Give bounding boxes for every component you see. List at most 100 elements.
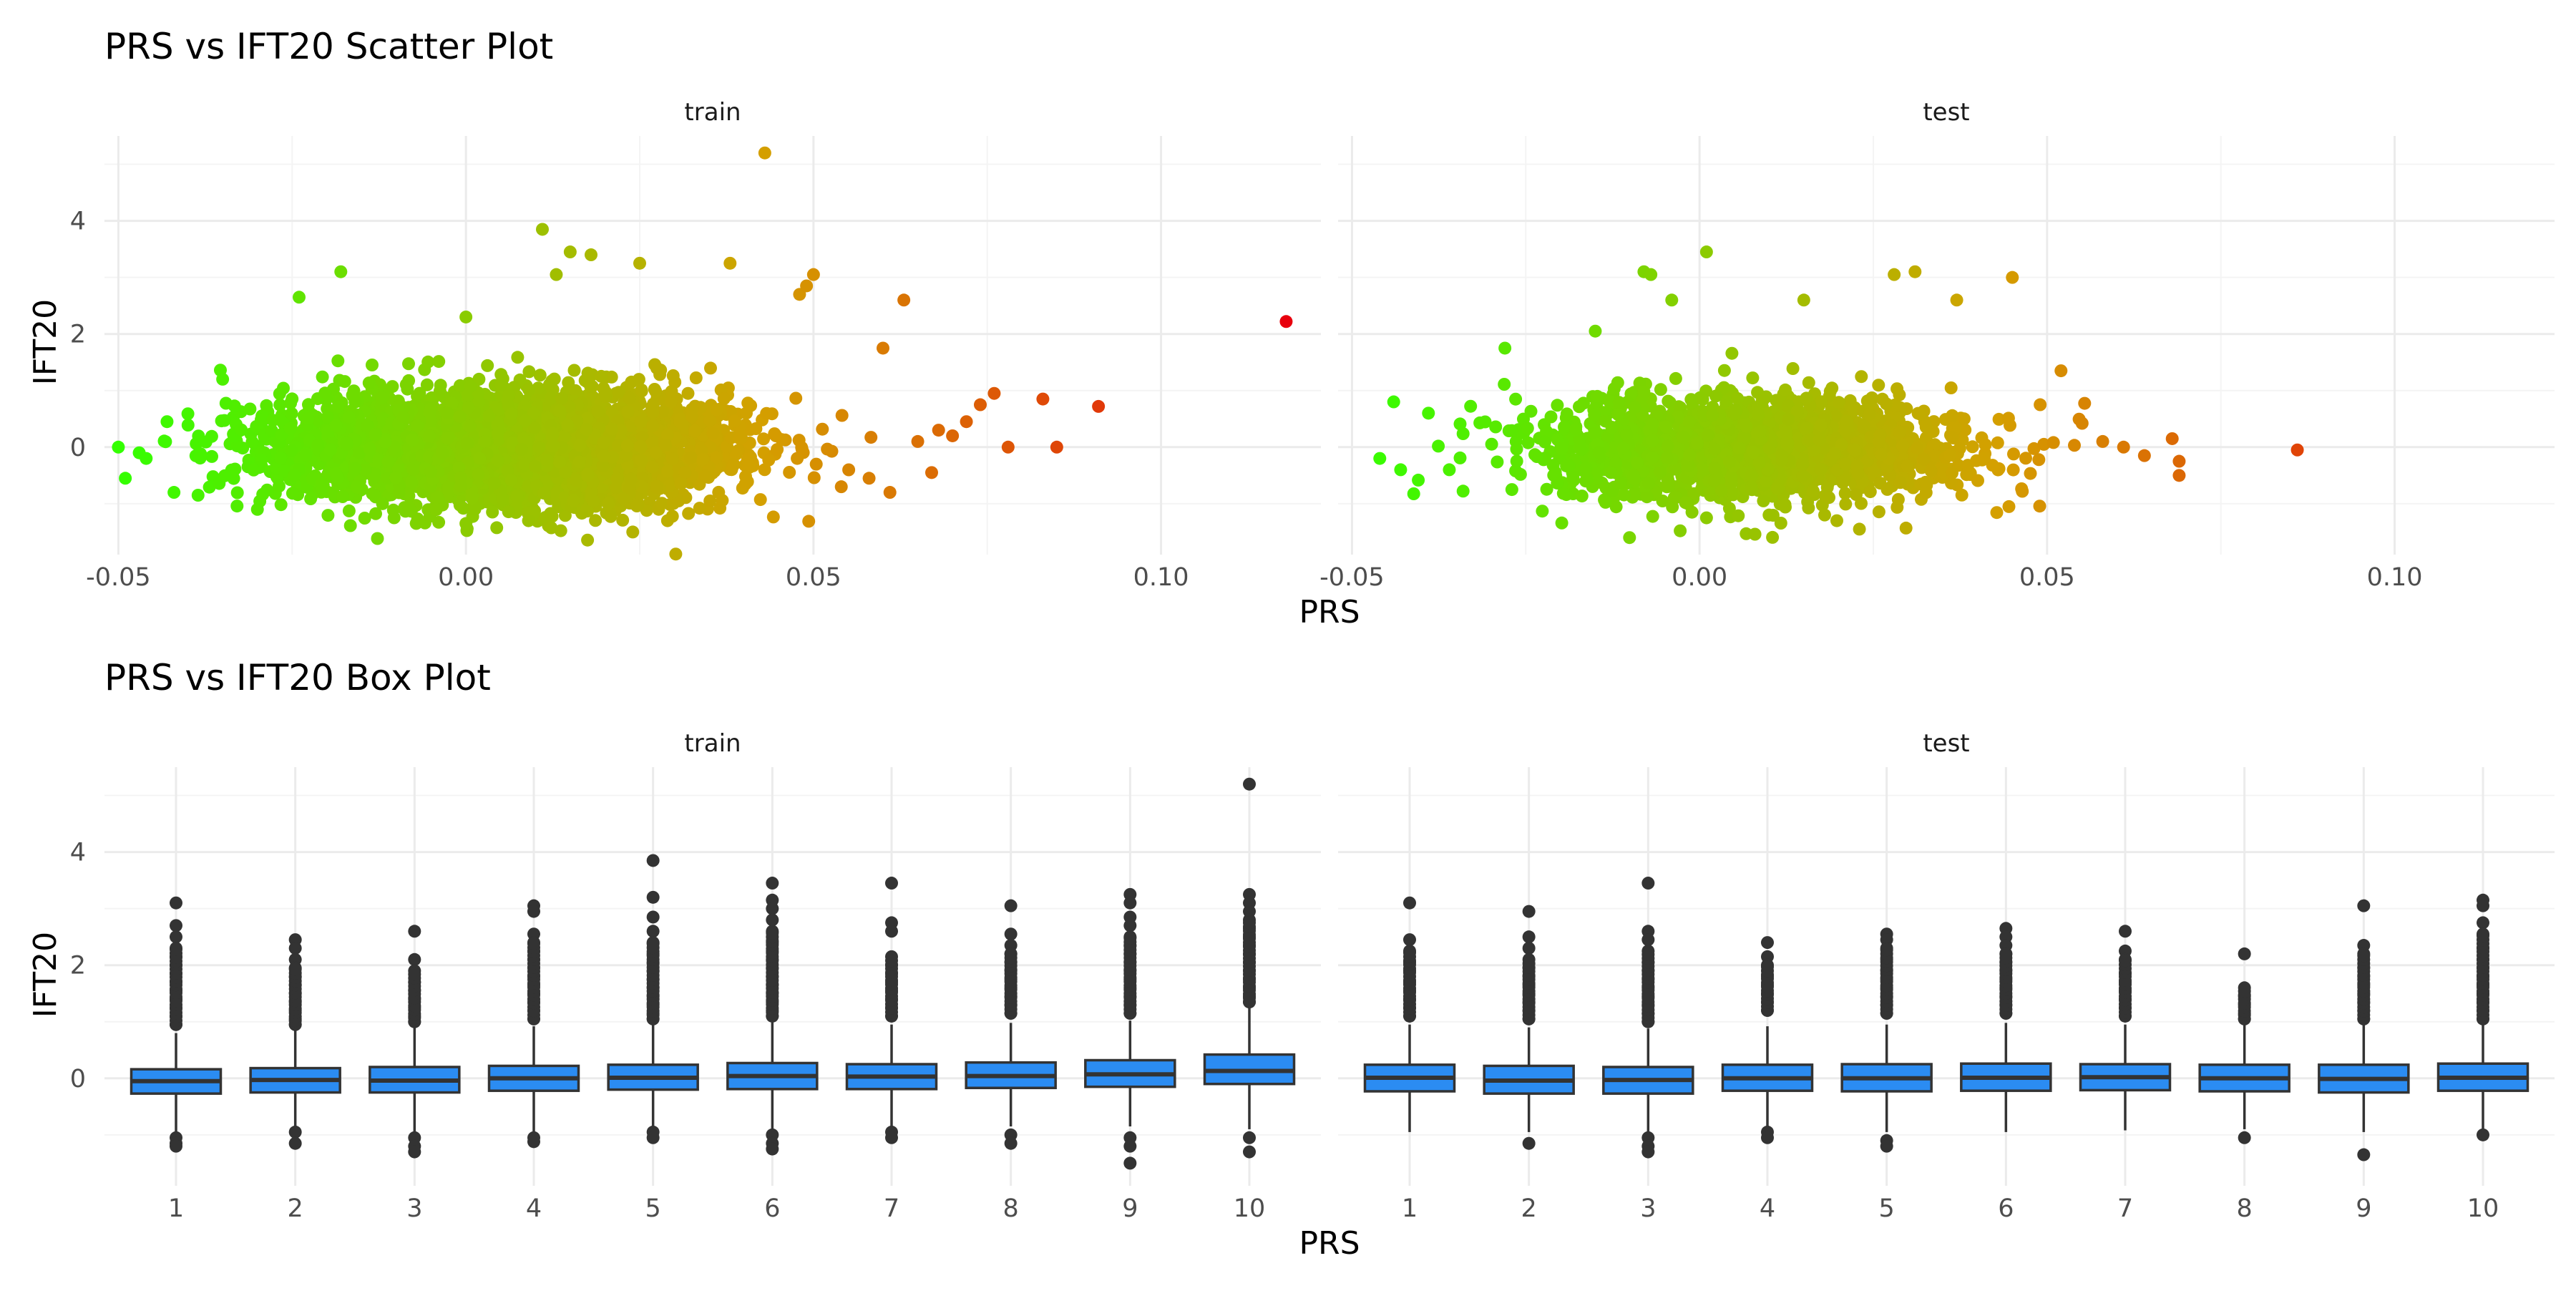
data-point — [454, 410, 467, 423]
scatter-y-axis-title: IFT20 — [27, 299, 64, 385]
data-point — [522, 383, 535, 396]
data-point — [1279, 315, 1292, 328]
data-point — [666, 452, 679, 465]
data-point — [716, 494, 728, 507]
data-point — [591, 405, 604, 418]
data-point — [218, 414, 231, 427]
data-point — [543, 379, 556, 391]
data-point — [946, 429, 959, 442]
data-point — [555, 392, 568, 405]
data-point — [587, 495, 600, 508]
data-point — [275, 498, 288, 511]
data-point — [343, 505, 356, 517]
scatter-strip-train: train — [684, 98, 741, 127]
data-point — [502, 389, 515, 401]
data-point — [464, 380, 477, 393]
data-point — [284, 422, 297, 435]
data-point — [1855, 370, 1868, 383]
data-point — [336, 490, 349, 503]
data-point — [194, 452, 207, 464]
data-point — [547, 427, 560, 440]
data-point — [532, 441, 545, 454]
data-point — [496, 492, 509, 505]
data-point — [699, 469, 712, 482]
data-point — [256, 488, 269, 501]
data-point — [182, 419, 195, 432]
data-point — [728, 414, 741, 427]
data-point — [330, 419, 343, 432]
data-point — [897, 293, 910, 306]
data-point — [667, 369, 680, 382]
data-point — [350, 480, 363, 493]
data-point — [783, 466, 796, 479]
data-point — [502, 505, 515, 518]
data-point — [669, 547, 682, 560]
data-point — [318, 386, 331, 399]
data-point — [376, 497, 389, 510]
data-point — [231, 487, 244, 500]
data-point — [436, 447, 449, 459]
data-point — [321, 509, 334, 522]
data-point — [1464, 400, 1477, 413]
data-point — [682, 387, 695, 400]
data-point — [375, 391, 388, 404]
data-point — [396, 411, 409, 424]
data-point — [316, 371, 329, 384]
box-strip-test: test — [1923, 729, 1969, 758]
data-point — [821, 443, 834, 456]
data-point — [703, 414, 716, 427]
data-point — [1454, 452, 1467, 464]
data-point — [767, 510, 780, 523]
data-point — [431, 491, 444, 504]
data-point — [597, 436, 610, 449]
data-point — [580, 423, 593, 436]
data-point — [286, 487, 299, 500]
data-point — [696, 453, 709, 466]
box-y-axis-title: IFT20 — [27, 932, 64, 1018]
data-point — [690, 371, 703, 384]
data-point — [216, 373, 229, 386]
y-tick-label: 4 — [70, 208, 86, 236]
data-point — [167, 486, 180, 499]
data-point — [863, 472, 876, 484]
data-point — [864, 431, 877, 444]
data-point — [505, 407, 518, 420]
data-point — [406, 434, 419, 447]
data-point — [544, 507, 557, 520]
data-point — [650, 361, 663, 374]
data-point — [561, 419, 574, 432]
data-point — [646, 419, 659, 432]
data-point — [648, 383, 661, 396]
data-point — [673, 415, 686, 428]
data-point — [718, 392, 731, 405]
data-point — [301, 412, 314, 425]
data-point — [573, 456, 586, 469]
data-point — [633, 257, 646, 270]
data-point — [346, 389, 359, 401]
data-point — [537, 487, 550, 500]
data-point — [182, 407, 195, 420]
data-point — [704, 361, 717, 374]
data-point — [519, 414, 532, 427]
data-point — [404, 505, 417, 517]
data-point — [299, 449, 312, 462]
data-point — [366, 359, 379, 371]
data-point — [634, 440, 647, 453]
data-point — [389, 471, 402, 484]
data-point — [771, 443, 784, 456]
data-point — [634, 415, 647, 428]
data-point — [381, 455, 394, 468]
data-point — [511, 351, 524, 364]
data-point — [424, 414, 437, 427]
data-point — [741, 453, 754, 466]
data-point — [585, 248, 597, 261]
data-point — [331, 354, 344, 367]
data-point — [597, 382, 610, 395]
data-point — [510, 490, 523, 503]
data-point — [481, 359, 494, 372]
data-point — [1674, 525, 1687, 537]
data-point — [611, 472, 624, 485]
data-point — [584, 380, 597, 393]
data-point — [541, 454, 554, 467]
